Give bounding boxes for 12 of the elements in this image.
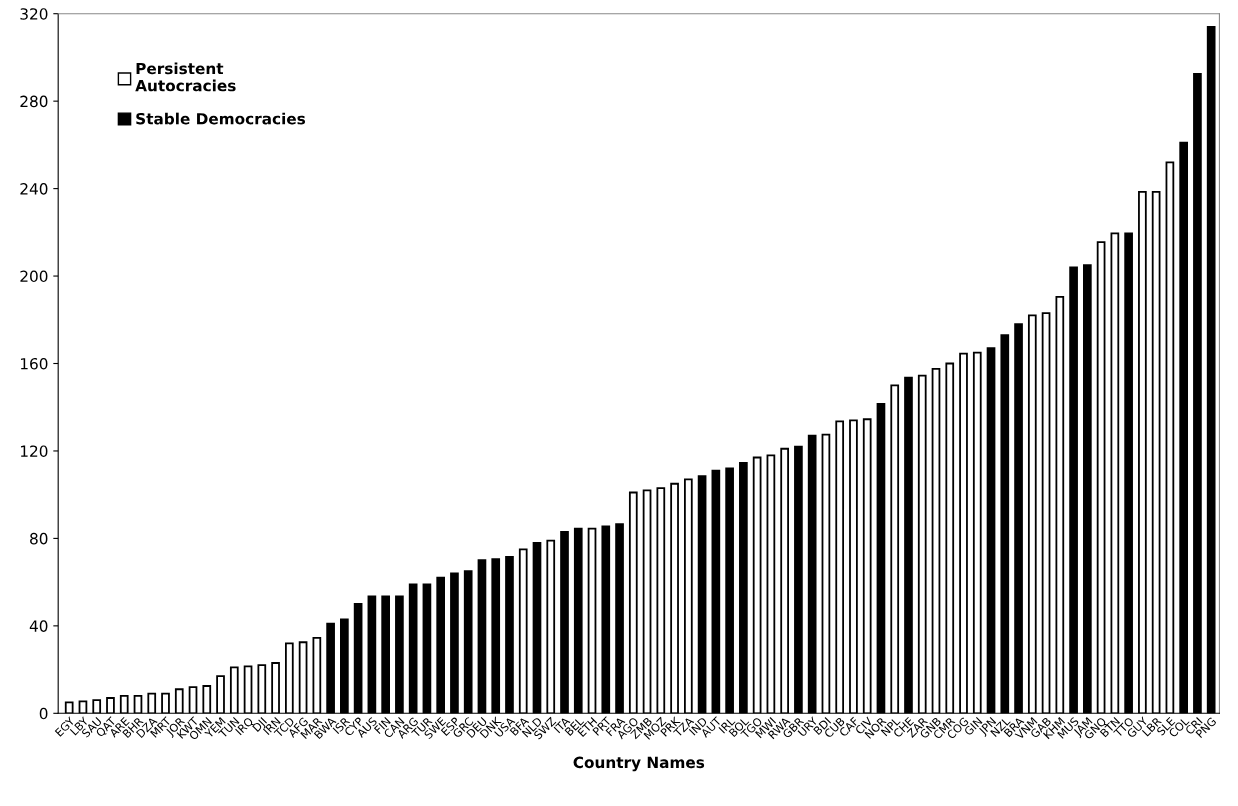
x-axis-title: Country Names	[573, 756, 705, 772]
legend-label: Persistent Autocracies	[135, 62, 236, 92]
y-tick-label: 0	[39, 707, 48, 720]
y-tick-label: 80	[30, 532, 48, 545]
y-tick-label: 40	[29, 620, 48, 632]
y-tick-label: 280	[20, 95, 48, 108]
y-tick-label: 200	[20, 270, 48, 283]
y-tick-label: 320	[20, 8, 48, 20]
y-tick-label: 240	[20, 183, 48, 195]
y-tick-label: 160	[20, 357, 48, 370]
y-tick-label: 120	[20, 445, 48, 457]
legend-label: Stable Democracies	[136, 112, 306, 125]
